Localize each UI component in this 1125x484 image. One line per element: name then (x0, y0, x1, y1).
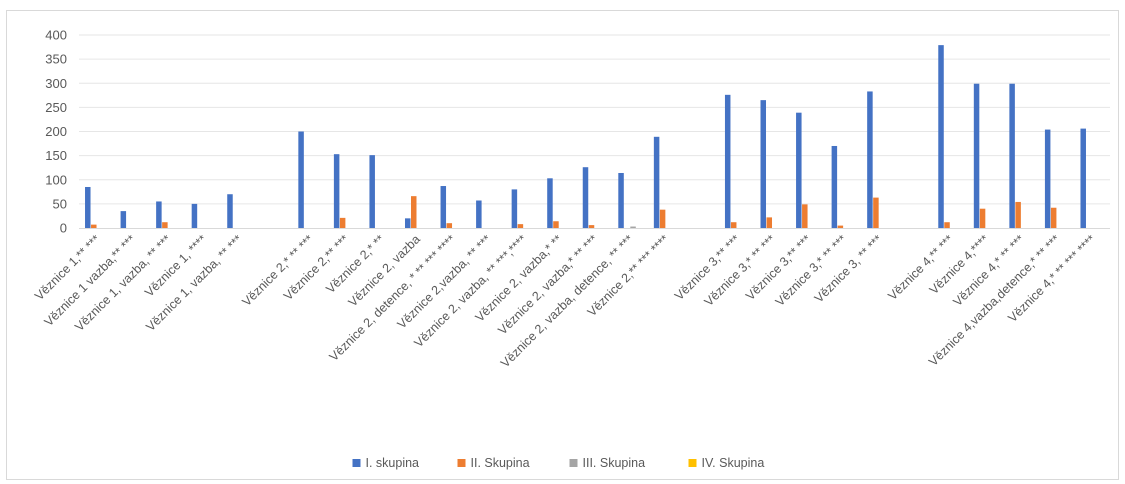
bar (156, 201, 162, 228)
bar (553, 221, 559, 228)
bar (653, 136, 660, 228)
bar (837, 225, 844, 228)
bar (162, 222, 168, 228)
legend-label: IV. Skupina (702, 456, 765, 470)
y-tick-label: 200 (45, 124, 67, 139)
bar (582, 167, 589, 228)
bar (979, 208, 986, 228)
bar (766, 217, 773, 228)
bar (369, 155, 375, 228)
legend-item: II. Skupina (457, 456, 530, 470)
bar (730, 222, 737, 228)
legend-swatch (688, 459, 697, 467)
y-tick-label: 400 (45, 28, 67, 43)
legend-label: II. Skupina (471, 456, 530, 470)
bar (511, 189, 518, 228)
bar (630, 226, 636, 228)
x-tick-label: Věznice 4,vazba,detence,* ** *** (926, 232, 1063, 369)
bar (85, 186, 91, 228)
bar (1009, 83, 1015, 228)
bar-chart: 0 50 100 150 200 250 300 350 400 Věznice 1,** **… (32, 28, 1110, 470)
legend-label: I. skupina (366, 456, 420, 470)
bar (298, 131, 304, 228)
legend-swatch (569, 459, 578, 467)
bar (873, 197, 879, 228)
legend-item: I. skupina (352, 456, 420, 470)
y-tick-label: 100 (45, 172, 67, 187)
x-tick-label: Věznice 1, **** (142, 232, 209, 299)
bar (831, 145, 838, 228)
legend-swatch (457, 459, 466, 467)
bar (944, 222, 950, 228)
bar (588, 225, 595, 228)
bar (333, 154, 340, 228)
chart-area: 0 50 100 150 200 250 300 350 400 Věznice 1,** **… (6, 10, 1119, 480)
bar (802, 204, 808, 228)
bar (618, 172, 624, 228)
bar (547, 178, 553, 228)
y-tick-label: 0 (60, 221, 67, 236)
bar (91, 224, 97, 228)
bar (1050, 207, 1057, 228)
bar (796, 112, 802, 228)
bars (85, 45, 1086, 228)
bar (339, 217, 346, 228)
gridlines (79, 34, 1110, 205)
y-tick-label: 300 (45, 76, 67, 91)
bar (938, 45, 944, 228)
y-tick-label: 250 (45, 100, 67, 115)
bar (724, 94, 731, 228)
y-tick-label: 350 (45, 52, 67, 67)
bar (973, 83, 980, 228)
bar (440, 186, 447, 228)
bar (476, 200, 482, 228)
bar (1044, 129, 1051, 228)
x-axis-labels: Věznice 1,** ***Věznice 1 vazba,** ***Vě… (32, 232, 1098, 370)
bar (1015, 201, 1021, 228)
bar (120, 211, 127, 228)
legend-item: IV. Skupina (688, 456, 765, 470)
bar (760, 100, 767, 228)
bar (1080, 128, 1086, 228)
bar (191, 203, 198, 228)
legend-item: III. Skupina (569, 456, 646, 470)
bar (517, 224, 524, 228)
bar (659, 209, 666, 228)
y-tick-label: 50 (53, 196, 67, 211)
bar (227, 194, 233, 228)
bar (404, 218, 411, 228)
legend-swatch (352, 459, 361, 467)
y-axis-ticks: 0 50 100 150 200 250 300 350 400 (45, 28, 67, 236)
bar (867, 91, 873, 228)
legend: I. skupina II. Skupina III. Skupina IV. Sku… (352, 456, 765, 470)
bar (446, 223, 453, 228)
y-tick-label: 150 (45, 148, 67, 163)
legend-label: III. Skupina (583, 456, 646, 470)
bar (410, 196, 417, 228)
